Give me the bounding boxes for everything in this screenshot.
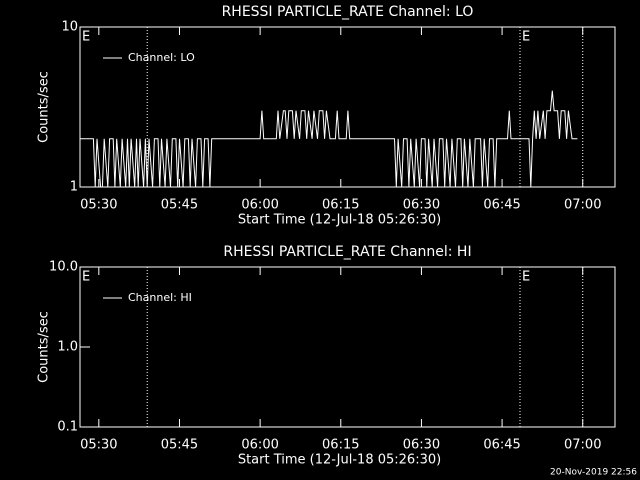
x-axis-label: Start Time (12-Jul-18 05:26:30) [238,453,441,468]
x-tick-label: 05:30 [80,438,117,453]
x-tick-label: 06:30 [403,438,440,453]
legend-label: Channel: HI [128,291,192,304]
annotation: E [82,270,90,285]
annotation: E [522,270,530,285]
x-tick-label: 06:45 [483,198,520,213]
y-axis-label: Counts/sec [37,71,52,143]
x-tick-label: 06:15 [322,438,359,453]
y-tick-label: 0.1 [57,420,78,435]
annotation: E [522,30,530,45]
footer: 20-Nov-2019 22:56 [550,468,637,478]
y-axis-label: Counts/sec [37,311,52,383]
chart-title: RHESSI PARTICLE_RATE Channel: LO [222,4,474,20]
x-tick-label: 05:30 [80,198,117,213]
y-tick-label: 1 [70,180,78,195]
x-tick-label: 07:00 [564,198,601,213]
x-tick-label: 07:00 [564,438,601,453]
y-tick-label: 10 [61,20,78,35]
x-tick-label: 06:00 [241,438,278,453]
chart-title: RHESSI PARTICLE_RATE Channel: HI [223,244,471,260]
x-tick-label: 06:30 [403,198,440,213]
x-tick-label: 06:45 [483,438,520,453]
x-tick-label: 05:45 [161,198,198,213]
y-tick-label: 1.0 [57,340,78,355]
data-line [80,90,578,188]
y-tick-label: 10.0 [49,260,78,275]
plot-frame [79,26,616,188]
x-tick-label: 06:15 [322,198,359,213]
annotation: E [82,30,90,45]
legend-label: Channel: LO [128,51,195,64]
x-tick-label: 05:45 [161,438,198,453]
x-tick-label: 06:00 [241,198,278,213]
x-axis-label: Start Time (12-Jul-18 05:26:30) [238,213,441,228]
